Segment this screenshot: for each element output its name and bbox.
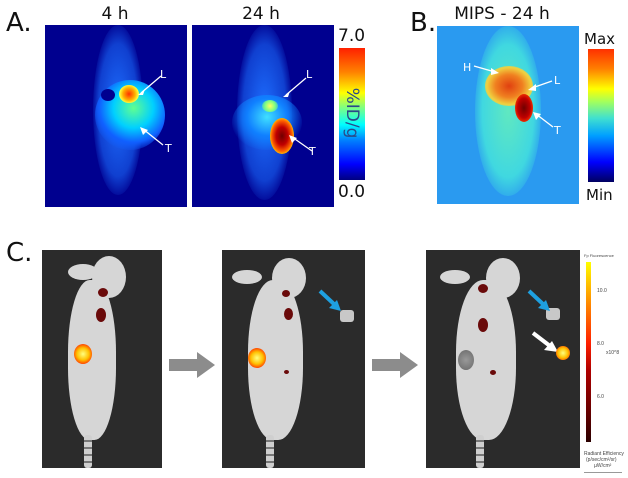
arrow-icon-l (138, 75, 162, 95)
excised-tumor-fluorescence (556, 346, 570, 360)
arrow-label-t: T (554, 124, 561, 137)
fluorescence-scale-label: x10^8 (606, 350, 620, 356)
signal-spot-chest (284, 308, 293, 320)
liver-hotspot (119, 85, 139, 103)
mouse-tail (84, 435, 92, 468)
arrow-label-t: T (165, 142, 172, 155)
fluorescence-tick-10: 10.0 (597, 288, 607, 294)
fluorescence-frame-2 (222, 250, 365, 468)
signal-spot-chest (96, 308, 106, 322)
fluorescence-frame-3 (426, 250, 580, 468)
fluorescence-unit-line2: (p/sec/cm²/sr) (586, 457, 617, 463)
fluorescence-tick-8: 8.0 (597, 341, 604, 347)
arrow-icon-t (289, 135, 313, 152)
panel-a-label: A. (6, 8, 32, 38)
blue-arrow-icon (527, 289, 550, 311)
mouse-ear (440, 270, 470, 284)
excised-tissue (340, 310, 354, 322)
tumor-fluorescence (74, 344, 92, 364)
signal-spot-neck (98, 288, 108, 297)
arrow-icon-l (283, 77, 307, 97)
panel-a-title-24h: 24 h (242, 4, 280, 24)
blue-arrow-icon (318, 289, 341, 311)
signal-spot-chest (478, 318, 488, 332)
signal-spot-neck (478, 284, 488, 293)
excision-site (458, 350, 474, 370)
panel-b-colorbar (588, 49, 614, 182)
panel-a-colorbar: %ID/g (339, 48, 365, 180)
mouse-head (92, 256, 126, 298)
fluorescence-unit-underline (584, 472, 622, 473)
arrow-icon-h (473, 65, 499, 75)
arrow-icon-t (533, 112, 554, 128)
fluorescence-frame-1 (42, 250, 162, 468)
white-arrow-icon (531, 331, 558, 352)
arrow-icon-l (528, 80, 553, 91)
panel-a-title-4h: 4 h (101, 4, 129, 24)
panel-c-label: C. (6, 238, 33, 268)
arrow-label-l: L (554, 74, 561, 87)
arrow-label-l: L (160, 68, 167, 81)
mouse-head (486, 258, 520, 298)
mouse-tail (476, 435, 484, 468)
mouse-ear (68, 264, 98, 280)
tumor-fluorescence (248, 348, 266, 368)
mouse-ear (232, 270, 262, 284)
arrow-label-l: L (306, 68, 313, 81)
process-arrow-icon-1 (169, 352, 215, 378)
panel-a-colorbar-max: 7.0 (338, 26, 366, 46)
excised-tissue (546, 308, 560, 320)
arrow-label-h: H (463, 61, 472, 74)
cold-spot (101, 89, 115, 101)
tumor-hotspot (515, 94, 533, 122)
fluorescence-unit-line3: µW/cm² (594, 463, 612, 469)
panel-b-colorbar-min: Min (586, 186, 613, 204)
signal-spot-abdomen (284, 370, 289, 374)
panel-b-colorbar-max: Max (584, 30, 616, 48)
pet-image-4h: L T (45, 25, 187, 207)
fluorescence-colorbar (586, 262, 591, 442)
signal-spot-abdomen (490, 370, 496, 375)
arrow-label-t: T (309, 145, 316, 158)
colorbar-unit-label: %ID/g (342, 87, 362, 139)
panel-b-title: MIPS - 24 h (454, 4, 550, 24)
mips-image: H L T (437, 26, 579, 204)
fluorescence-tick-6: 6.0 (597, 394, 604, 400)
fluorescence-colorbar-title: Fp Fluorescence (584, 253, 614, 258)
signal-spot-neck (282, 290, 290, 297)
arrow-icon-t (140, 127, 164, 146)
mouse-tail (266, 435, 274, 468)
panel-a-colorbar-min: 0.0 (338, 182, 366, 202)
process-arrow-icon-2 (372, 352, 418, 378)
panel-b-label: B. (410, 8, 437, 38)
liver-spot (262, 100, 278, 112)
fluorescence-unit-line1: Radiant Efficiency (584, 451, 624, 457)
pet-image-24h: L T (192, 25, 334, 207)
